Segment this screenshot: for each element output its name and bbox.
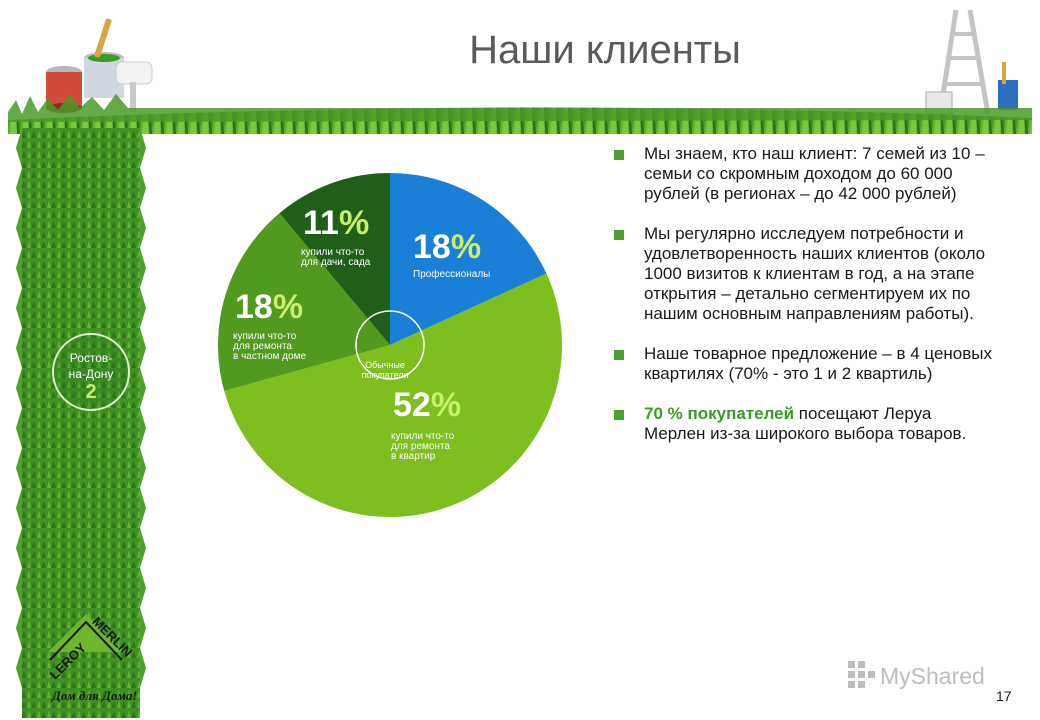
segment-house-value: 18% <box>235 288 303 327</box>
bullet-square-icon <box>614 410 624 420</box>
myshared-watermark: MyShared <box>846 657 1006 693</box>
segment-house-pct-sign: % <box>272 288 304 326</box>
slide-title: Наши клиенты <box>469 28 741 72</box>
segment-pro-number: 18 <box>413 228 451 266</box>
bullet-item: Мы знаем, кто наш клиент: 7 семей из 10 … <box>612 144 992 204</box>
segment-pro-pct-sign: % <box>450 228 482 266</box>
segment-pro-label-line: Профессионалы <box>413 269 491 280</box>
pie-slice-garden <box>279 173 390 345</box>
logo-tagline: Дом для Дома! <box>51 688 137 703</box>
segment-apartment-pct-sign: % <box>430 386 462 424</box>
segment-apartment-label-line2: для ремонта <box>391 441 450 452</box>
segment-garden-label-line1: купили что-то <box>301 247 365 258</box>
city-name-line2: на-Дону <box>68 367 114 381</box>
leroy-merlin-logo: LEROY MERLIN Дом для Дома! <box>28 600 178 712</box>
pie-slice-professionals <box>390 173 547 345</box>
city-name: Ростов- на-Дону <box>54 350 128 382</box>
segment-garden-label-line2: для дачи, сада <box>301 257 371 268</box>
bullet-list: Мы знаем, кто наш клиент: 7 семей из 10 … <box>612 144 992 464</box>
bullet-item: Мы регулярно исследуем потребности и удо… <box>612 224 992 324</box>
pie-center-label: Обычные покупатели <box>353 360 417 380</box>
bullet-highlight: 70 % покупателей <box>644 404 795 423</box>
bullet-item: Наше товарное предложение – в 4 ценовых … <box>612 344 992 384</box>
pie-center-label-line1: Обычные <box>365 360 405 370</box>
bullet-item: 70 % покупателей посещают Леруа Мерлен и… <box>612 404 992 444</box>
myshared-logo-icon <box>848 661 875 688</box>
pie-center-ring <box>355 310 425 380</box>
segment-garden-number: 11 <box>303 204 339 242</box>
segment-house-label-line1: купили что-то <box>233 331 297 342</box>
grass-strip-left <box>16 128 146 718</box>
city-badge: Ростов- на-Дону 2 <box>52 333 130 411</box>
segment-apartment-label-line1: купили что-то <box>391 431 455 442</box>
bullet-square-icon <box>614 230 624 240</box>
segment-pro-label: Профессионалы <box>413 270 490 280</box>
bullet-text: Мы знаем, кто наш клиент: 7 семей из 10 … <box>644 144 985 203</box>
pie-svg <box>218 173 562 517</box>
pie-slice-house <box>218 213 390 391</box>
city-name-line1: Ростов- <box>69 351 113 365</box>
segment-apartment-value: 52% <box>393 386 461 425</box>
segment-house-number: 18 <box>235 288 273 326</box>
city-store-count: 2 <box>85 381 97 403</box>
segment-apartment-label-line3: в квартир <box>391 451 436 462</box>
pie-slice-apartment <box>224 273 562 517</box>
customer-segments-pie: 18% Профессионалы 52% купили что-то для … <box>215 140 565 530</box>
segment-house-label: купили что-то для ремонта в частном доме <box>233 332 306 362</box>
segment-apartment-number: 52 <box>393 386 431 424</box>
segment-garden-value: 11% <box>303 204 369 243</box>
pie-center-label-line2: покупатели <box>361 370 409 380</box>
bullet-square-icon <box>614 150 624 160</box>
segment-house-label-line3: в частном доме <box>233 351 307 362</box>
bullet-text: Мы регулярно исследуем потребности и удо… <box>644 224 986 323</box>
segment-house-label-line2: для ремонта <box>233 341 292 352</box>
bullet-text: посещают Леруа Мерлен из-за широкого выб… <box>644 404 967 443</box>
segment-garden-label: купили что-то для дачи, сада <box>301 248 370 268</box>
bullet-square-icon <box>614 350 624 360</box>
paint-cans-icon <box>38 14 158 114</box>
segment-apartment-label: купили что-то для ремонта в квартир <box>391 432 454 462</box>
segment-pro-value: 18% <box>413 228 481 267</box>
segment-garden-pct-sign: % <box>338 204 370 242</box>
bullet-text: Наше товарное предложение – в 4 ценовых … <box>644 344 992 383</box>
grass-band-top <box>8 94 1032 134</box>
page-number: 17 <box>996 688 1012 704</box>
watermark-text: MyShared <box>880 663 985 689</box>
